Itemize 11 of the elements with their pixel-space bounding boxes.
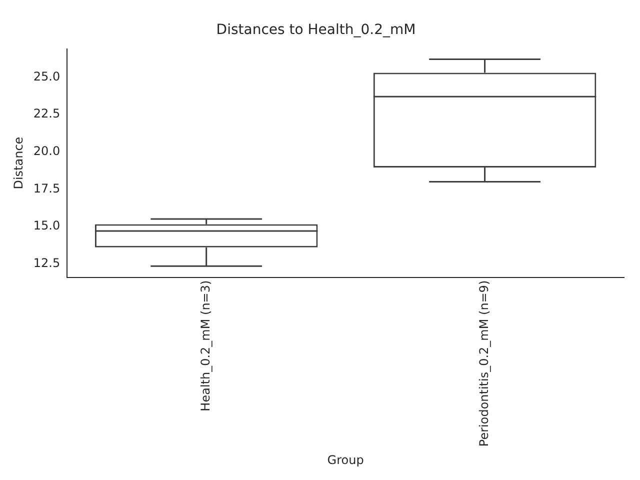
- x-tick-label: Periodontitis_0.2_mM (n=9): [476, 280, 491, 447]
- y-tick-label: 20.0: [33, 144, 60, 158]
- y-tick-label: 22.5: [33, 106, 60, 121]
- y-tick-label: 25.0: [33, 69, 60, 84]
- y-tick-label: 12.5: [33, 256, 60, 270]
- y-tick-label: 15.0: [33, 218, 60, 233]
- y-tick-label: 17.5: [33, 181, 60, 196]
- x-tick-label: Health_0.2_mM (n=3): [198, 280, 212, 412]
- x-axis-title: Group: [327, 452, 364, 467]
- y-axis-title: Distance: [11, 136, 26, 190]
- chart-title: Distances to Health_0.2_mM: [216, 22, 416, 38]
